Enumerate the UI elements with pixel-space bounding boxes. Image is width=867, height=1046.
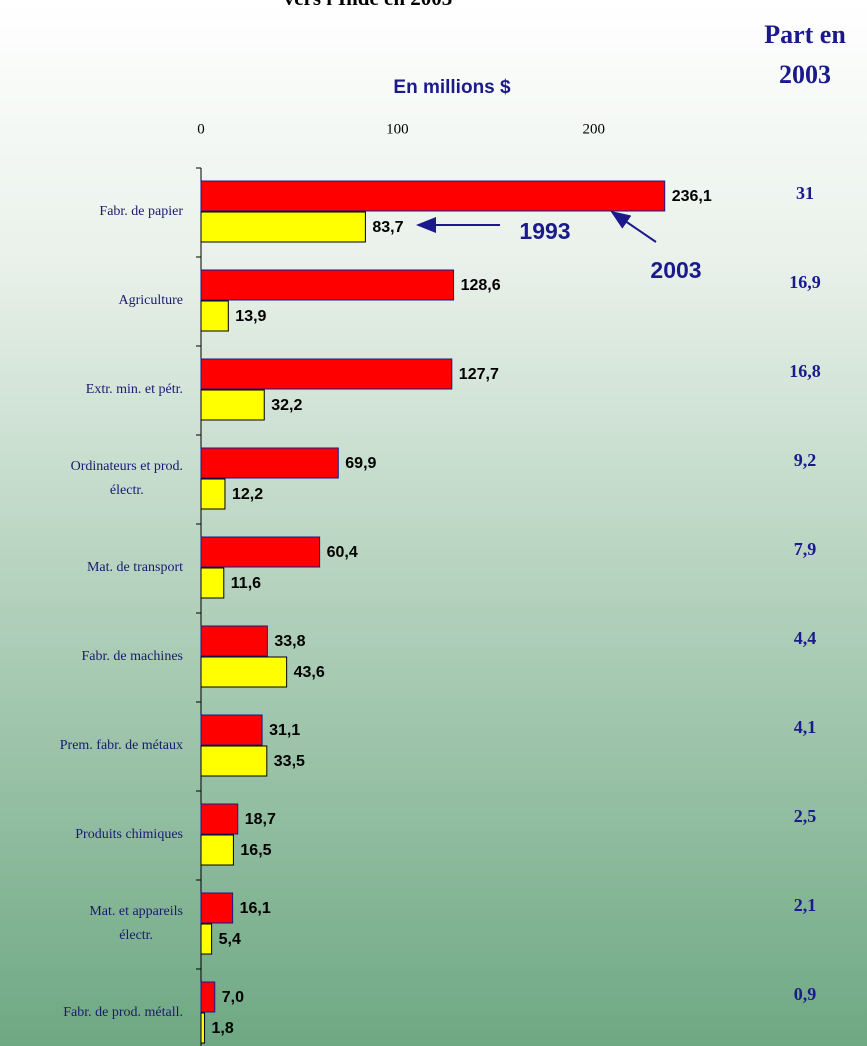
bar xyxy=(200,478,226,510)
share-label: 16,8 xyxy=(789,361,821,381)
value-label: 127,7 xyxy=(459,366,499,383)
side-header: Part en 2003 xyxy=(764,20,846,89)
bar xyxy=(200,834,234,866)
value-label: 13,9 xyxy=(235,308,266,325)
share-label: 9,2 xyxy=(794,450,817,470)
category-label: Extr. min. et pétr. xyxy=(0,378,183,402)
annotation: 2003 xyxy=(650,257,701,283)
bar xyxy=(200,300,229,332)
bar xyxy=(200,656,288,688)
share-label: 2,5 xyxy=(794,806,817,826)
bar xyxy=(200,892,234,924)
bar xyxy=(200,745,268,777)
value-label: 236,1 xyxy=(672,188,712,205)
value-label: 5,4 xyxy=(219,931,241,948)
value-label: 18,7 xyxy=(245,811,276,828)
category-text: Extr. min. et pétr. xyxy=(85,382,183,397)
category-label: Fabr. de prod. métall. xyxy=(0,1001,183,1025)
value-label: 12,2 xyxy=(232,486,263,503)
bar xyxy=(200,180,666,212)
category-label: Mat. de transport xyxy=(0,556,183,580)
value-label: 128,6 xyxy=(461,277,501,294)
x-tick-label: 100 xyxy=(386,121,409,137)
value-label: 43,6 xyxy=(294,664,325,681)
category-label: Fabr. de papier xyxy=(0,200,183,224)
value-label: 69,9 xyxy=(345,455,376,472)
category-text: Mat. de transport xyxy=(86,560,183,575)
bar xyxy=(200,389,265,421)
value-label: 16,5 xyxy=(240,842,271,859)
bar xyxy=(200,714,263,746)
category-label: Agriculture xyxy=(0,289,183,313)
value-label: 11,6 xyxy=(231,575,261,592)
category-text: Fabr. de machines xyxy=(81,649,183,664)
value-label: 31,1 xyxy=(269,722,300,739)
category-text: Fabr. de prod. métall. xyxy=(63,1005,183,1020)
bar xyxy=(200,923,213,955)
bar xyxy=(200,358,453,390)
value-label: 7,0 xyxy=(222,989,244,1006)
bar xyxy=(200,567,225,599)
x-axis-label: En millions $ xyxy=(393,77,511,98)
category-label: Fabr. de machines xyxy=(0,645,183,669)
bar xyxy=(200,536,321,568)
bar xyxy=(200,981,216,1013)
share-label: 16,9 xyxy=(789,272,821,292)
x-tick-label: 0 xyxy=(197,121,205,137)
bar xyxy=(200,1012,206,1044)
category-label: Produits chimiques xyxy=(0,823,183,847)
bar xyxy=(200,447,339,479)
bar xyxy=(200,625,268,657)
value-label: 16,1 xyxy=(240,900,271,917)
category-text: Ordinateurs et prod. électr. xyxy=(70,459,183,498)
value-label: 33,5 xyxy=(274,753,305,770)
chart-title: vers l'Inde en 2003 xyxy=(168,0,568,11)
bar xyxy=(200,803,239,835)
annotation: 1993 xyxy=(519,218,570,244)
value-label: 33,8 xyxy=(274,633,305,650)
share-label: 0,9 xyxy=(794,984,817,1004)
value-label: 60,4 xyxy=(327,544,358,561)
bar xyxy=(200,211,366,243)
category-label: Mat. et appareils électr. xyxy=(0,900,183,948)
x-tick-label: 200 xyxy=(583,121,606,137)
share-label: 4,4 xyxy=(794,628,817,648)
category-text: Prem. fabr. de métaux xyxy=(59,738,183,753)
category-label: Ordinateurs et prod. électr. xyxy=(0,455,183,503)
category-text: Agriculture xyxy=(118,293,183,308)
category-text: Fabr. de papier xyxy=(99,204,183,219)
value-label: 83,7 xyxy=(372,219,403,236)
category-label: Prem. fabr. de métaux xyxy=(0,734,183,758)
value-label: 32,2 xyxy=(271,397,302,414)
bar xyxy=(200,269,455,301)
arrow xyxy=(610,210,657,243)
share-label: 31 xyxy=(796,183,814,203)
category-text: Produits chimiques xyxy=(75,827,183,842)
share-label: 4,1 xyxy=(794,717,817,737)
share-label: 7,9 xyxy=(794,539,817,559)
share-label: 2,1 xyxy=(794,895,817,915)
category-text: Mat. et appareils électr. xyxy=(89,904,183,943)
value-label: 1,8 xyxy=(212,1020,234,1037)
